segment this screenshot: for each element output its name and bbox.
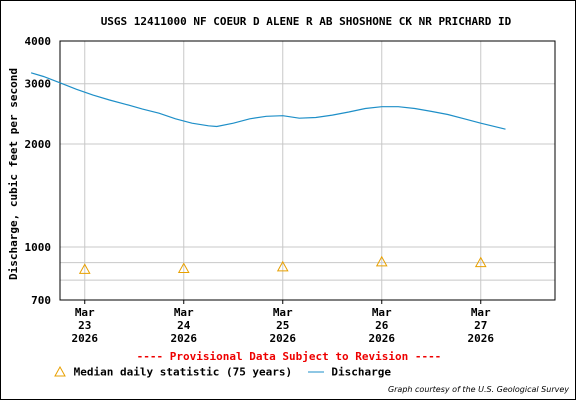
x-tick-label: Mar bbox=[273, 306, 293, 319]
x-tick-label: 24 bbox=[177, 319, 191, 332]
x-tick-label: Mar bbox=[75, 306, 95, 319]
triangle-icon bbox=[54, 366, 66, 377]
x-tick-labels: Mar232026Mar242026Mar252026Mar262026Mar2… bbox=[72, 300, 495, 345]
x-tick-label: 2026 bbox=[369, 332, 396, 345]
y-tick-label: 3000 bbox=[25, 78, 52, 91]
x-tick-label: 26 bbox=[375, 319, 389, 332]
x-tick-label: 27 bbox=[474, 319, 487, 332]
x-tick-label: 23 bbox=[78, 319, 91, 332]
legend-item-discharge: Discharge bbox=[307, 365, 391, 379]
x-tick-label: 2026 bbox=[270, 332, 297, 345]
legend-item-median: Median daily statistic (75 years) bbox=[53, 365, 292, 379]
y-tick-label: 4000 bbox=[25, 35, 52, 48]
x-tick-label: 2026 bbox=[171, 332, 198, 345]
grid-lines bbox=[60, 40, 555, 300]
x-tick-label: 2026 bbox=[468, 332, 495, 345]
median-point bbox=[177, 262, 190, 274]
x-tick-label: Mar bbox=[471, 306, 491, 319]
y-axis-label: Discharge, cubic feet per second bbox=[7, 68, 20, 280]
y-tick-label: 1000 bbox=[25, 241, 52, 254]
plot-area bbox=[59, 40, 556, 301]
median-point bbox=[78, 263, 91, 274]
x-tick-label: Mar bbox=[372, 306, 392, 319]
y-tick-label: 700 bbox=[31, 294, 51, 307]
median-series bbox=[78, 255, 487, 274]
discharge-line bbox=[30, 72, 506, 130]
legend: Median daily statistic (75 years) Discha… bbox=[53, 365, 399, 381]
chart-title: USGS 12411000 NF COEUR D ALENE R AB SHOS… bbox=[101, 15, 512, 28]
y-tick-labels: 700 1000 2000 3000 4000 bbox=[25, 35, 52, 307]
discharge-series bbox=[30, 72, 506, 130]
line-swatch-icon bbox=[307, 371, 324, 373]
credit-text: Graph courtesy of the U.S. Geological Su… bbox=[387, 385, 569, 394]
x-tick-label: Mar bbox=[174, 306, 194, 319]
y-tick-label: 2000 bbox=[25, 138, 52, 151]
x-tick-label: 2026 bbox=[72, 332, 99, 345]
median-point bbox=[474, 256, 487, 268]
legend-label-discharge: Discharge bbox=[331, 365, 392, 379]
provisional-notice: ---- Provisional Data Subject to Revisio… bbox=[136, 350, 442, 363]
legend-label-median: Median daily statistic (75 years) bbox=[73, 365, 293, 379]
median-point bbox=[375, 255, 388, 267]
x-tick-label: 25 bbox=[276, 319, 289, 332]
median-point bbox=[276, 260, 289, 272]
chart-canvas: USGS 12411000 NF COEUR D ALENE R AB SHOS… bbox=[7, 15, 556, 345]
